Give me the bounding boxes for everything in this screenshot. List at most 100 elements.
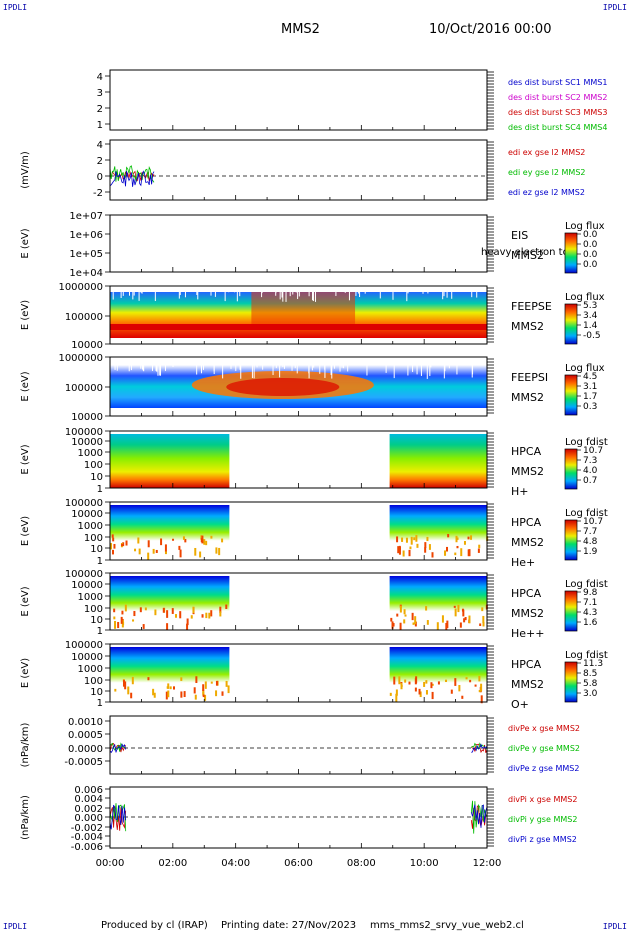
y-tick-label: -0.002: [71, 823, 103, 834]
spectrogram-speck: [200, 538, 203, 543]
spectrogram-speck: [430, 682, 433, 689]
spectrogram-speck: [179, 549, 182, 558]
spectrogram-speck: [219, 611, 222, 617]
x-tick-label: 04:00: [221, 858, 250, 869]
spectrogram-speck: [469, 679, 472, 683]
spectrogram-speck: [202, 684, 205, 692]
x-tick-label: 10:00: [410, 858, 439, 869]
y-tick-label: 10: [90, 687, 103, 698]
colorbar-value: 7.3: [583, 456, 597, 466]
spectrogram-speck: [456, 537, 459, 540]
y-axis-label: E (eV): [20, 444, 31, 474]
legend-entry: divPe y gse MMS2: [508, 744, 580, 753]
colorbar-value: 4.3: [583, 608, 597, 618]
panel-frame: [109, 715, 488, 775]
spectrogram-speck: [431, 552, 434, 558]
y-axis-label: E (eV): [20, 300, 31, 330]
y-tick-label: -0.004: [71, 832, 103, 843]
spectrogram-speck: [180, 691, 183, 698]
y-tick-label: 4: [97, 140, 103, 151]
spectrogram-speck: [425, 680, 428, 684]
y-axis-label: E (eV): [20, 516, 31, 546]
spectrogram-speck: [424, 547, 427, 553]
spectrogram-band: [110, 324, 487, 330]
colorbar: [564, 519, 578, 561]
spectrogram-speck: [160, 538, 163, 546]
series-trace: [471, 743, 488, 753]
y-tick-label: 0.004: [74, 794, 103, 805]
spectrogram-speck: [480, 683, 483, 692]
y-tick-label: 10000: [71, 580, 103, 591]
instrument-label: MMS2: [511, 249, 544, 262]
spectrogram-hot-region: [251, 292, 356, 330]
y-tick-label: 100000: [65, 569, 103, 580]
spectrogram-speck: [166, 610, 169, 618]
panel-p5: 1000000 100000 10000 FEEPSI MMS2 Log flux4.53…: [58, 353, 604, 423]
spectrogram-speck: [182, 536, 185, 540]
spectrogram-speck: [445, 679, 448, 683]
y-tick-label: 1000: [78, 592, 103, 603]
spectrogram-speck: [445, 623, 448, 631]
x-tick-label: 06:00: [284, 858, 313, 869]
colorbar-value: -0.5: [583, 331, 601, 341]
y-tick-label: 1: [97, 484, 103, 495]
spectrogram-speck: [210, 681, 213, 684]
colorbar-value: 0.0: [583, 230, 598, 240]
instrument-label: HPCA: [511, 445, 542, 458]
spectrogram-speck: [403, 609, 406, 615]
colorbar-value: 3.1: [583, 382, 597, 392]
colorbar-value: 1.6: [583, 618, 598, 628]
spectrogram-speck: [205, 540, 208, 546]
spectrogram-speck: [215, 680, 218, 686]
legend-entry: des dist burst SC2 MMS2: [508, 93, 607, 102]
spectrogram-block: [110, 576, 230, 630]
spectrogram-speck: [389, 692, 392, 696]
colorbar-value: 7.7: [583, 527, 597, 537]
x-tick-label: 00:00: [96, 858, 125, 869]
panel-p10: 0.0010 0.0005 0.0000 -0.0005 divPe x gse MMS…: [64, 715, 580, 775]
colorbar-title: Log fdist: [565, 437, 608, 448]
colorbar-value: 5.3: [583, 301, 597, 311]
spectrogram-speck: [221, 538, 224, 543]
colorbar: [564, 232, 578, 274]
spectrogram-speck: [219, 606, 222, 613]
spectrogram-speck: [147, 540, 150, 548]
spectrogram-speck: [395, 693, 398, 702]
spectrogram-speck: [392, 623, 395, 627]
spectrogram-speck: [455, 535, 458, 543]
spectrogram-speck: [200, 535, 203, 540]
spectrogram-speck: [404, 614, 407, 617]
corner-label-top-left: IPDLI: [3, 3, 28, 12]
spectrogram-speck: [467, 549, 470, 557]
spacecraft-title: MMS2: [281, 22, 320, 37]
instrument-label: HPCA: [511, 658, 542, 671]
spectrogram-block: [110, 647, 230, 702]
spectrogram-speck: [416, 543, 419, 548]
spectrogram-speck: [210, 535, 213, 539]
spectrogram-speck: [426, 620, 429, 625]
spectrogram-speck: [399, 622, 402, 630]
panel-frame: [109, 139, 488, 201]
spectrogram-speck: [203, 539, 206, 545]
spectrogram-speck: [190, 615, 193, 619]
spectrogram-block: [389, 647, 487, 702]
corner-label-top-right: IPDLI: [602, 3, 627, 12]
y-tick-label: 10: [90, 615, 103, 626]
y-tick-label: 4: [97, 72, 103, 83]
y-tick-label: 1e+04: [69, 268, 103, 279]
instrument-label: HPCA: [511, 516, 542, 529]
spectrogram-speck: [391, 621, 394, 629]
y-tick-label: 0.0000: [68, 744, 103, 755]
instrument-label: MMS2: [511, 607, 544, 620]
legend-entry: des dist burst SC1 MMS1: [508, 78, 607, 87]
spectrogram-speck: [462, 609, 465, 617]
spectrogram-speck: [114, 620, 117, 629]
y-tick-label: 1: [97, 120, 103, 131]
y-axis-label: E (eV): [20, 658, 31, 688]
spectrogram-speck: [405, 537, 408, 543]
y-tick-label: 100000: [65, 383, 103, 394]
spectrogram-speck: [393, 676, 396, 685]
y-tick-label: 0.000: [74, 813, 103, 824]
spectrogram-speck: [403, 619, 406, 624]
